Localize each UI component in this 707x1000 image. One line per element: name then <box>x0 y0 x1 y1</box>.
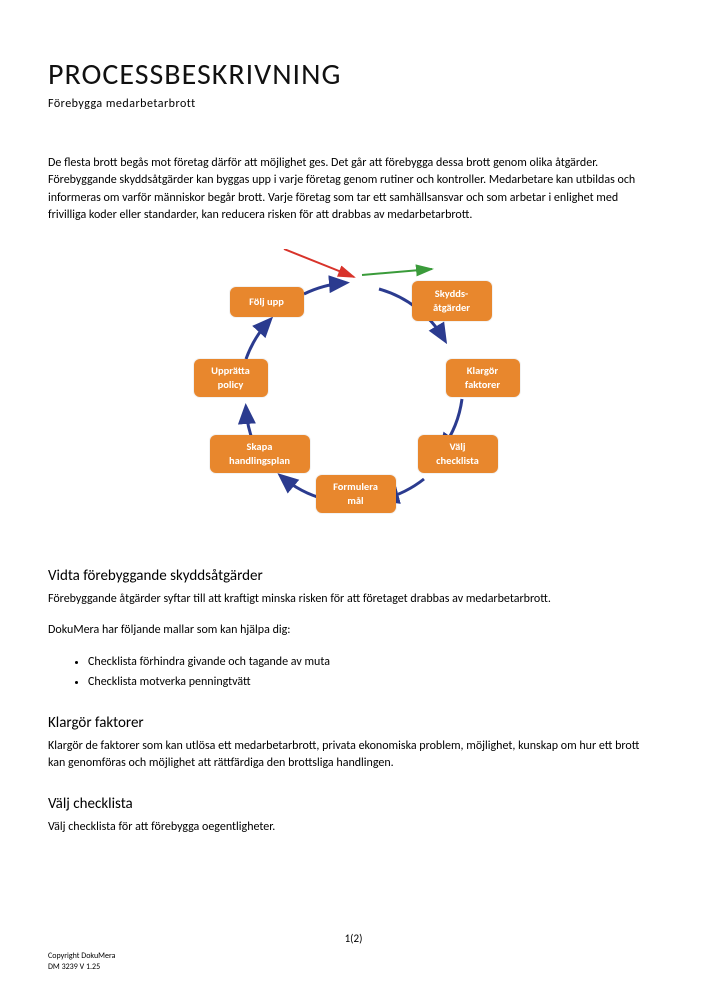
section-heading: Klargör faktorer <box>48 714 659 732</box>
list-item: Checklista motverka penningtvätt <box>88 673 659 692</box>
section-text: Förebyggande åtgärder syftar till att kr… <box>48 591 659 608</box>
section-text: Klargör de faktorer som kan utlösa ett m… <box>48 738 659 773</box>
edge <box>304 283 344 294</box>
section-text: Välj checklista för att förebygga oegent… <box>48 819 659 836</box>
section-klargor: Klargör faktorer Klargör de faktorer som… <box>48 714 659 773</box>
page-subtitle: Förebygga medarbetarbrott <box>48 97 659 111</box>
copyright-line-2: DM 3239 V 1.25 <box>48 962 659 972</box>
process-node-skydds: Skydds-åtgärder <box>412 281 492 321</box>
process-node-skapa: Skapahandlingsplan <box>210 435 310 473</box>
intro-paragraph: De flesta brott begås mot företag därför… <box>48 155 659 225</box>
process-node-valj: Väljchecklista <box>418 435 498 473</box>
document-page: PROCESSBESKRIVNING Förebygga medarbetarb… <box>0 0 707 890</box>
page-number: 1(2) <box>48 932 659 945</box>
process-diagram: Skydds-åtgärder Klargörfaktorer Väljcheckl… <box>174 249 534 539</box>
process-diagram-container: Skydds-åtgärder Klargörfaktorer Väljcheckl… <box>48 249 659 539</box>
copyright-line-1: Copyright DokuMera <box>48 951 659 961</box>
section-followup: DokuMera har följande mallar som kan hjä… <box>48 622 659 639</box>
page-title: PROCESSBESKRIVNING <box>48 56 659 93</box>
process-node-folj: Följ upp <box>230 287 304 317</box>
edge <box>246 321 269 359</box>
section-valj: Välj checklista Välj checklista för att … <box>48 795 659 836</box>
section-heading: Vidta förebyggande skyddsåtgärder <box>48 567 659 585</box>
template-list: Checklista förhindra givande och tagande… <box>88 653 659 691</box>
process-node-upprata: Upprättapolicy <box>194 359 268 397</box>
section-skyddsatgarder: Vidta förebyggande skyddsåtgärder Föreby… <box>48 567 659 692</box>
process-node-formulera: Formuleramål <box>316 475 396 513</box>
entry-arrow <box>284 249 354 277</box>
process-node-klargor: Klargörfaktorer <box>446 359 520 397</box>
section-heading: Välj checklista <box>48 795 659 813</box>
list-item: Checklista förhindra givande och tagande… <box>88 653 659 672</box>
exit-arrow <box>362 269 432 275</box>
page-footer: 1(2) Copyright DokuMera DM 3239 V 1.25 <box>48 932 659 972</box>
